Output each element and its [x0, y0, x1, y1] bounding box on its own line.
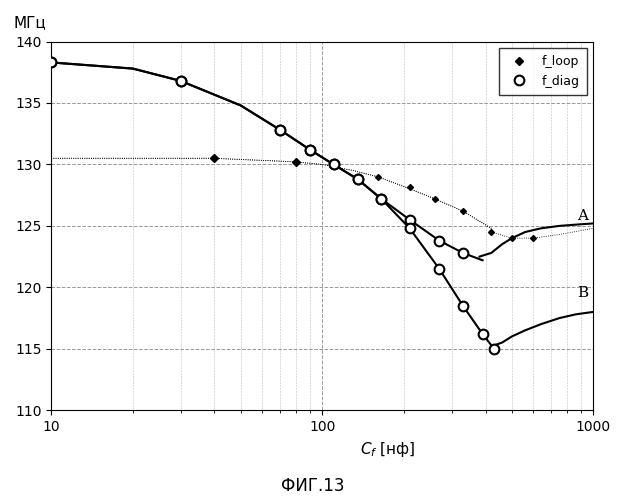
f_diag [459, 250, 466, 256]
Text: B: B [577, 286, 588, 300]
Line: f_diag: f_diag [46, 58, 468, 258]
Text: ФИГ.13: ФИГ.13 [281, 477, 345, 495]
f_diag [436, 238, 443, 244]
X-axis label: $C_f$ [нф]: $C_f$ [нф] [360, 440, 415, 458]
Text: МГц: МГц [13, 16, 46, 30]
f_diag [406, 216, 413, 222]
Legend: f_loop, f_diag: f_loop, f_diag [499, 48, 587, 95]
f_loop [211, 156, 218, 162]
f_diag [48, 60, 55, 66]
f_diag [377, 196, 385, 202]
f_diag [277, 127, 284, 133]
f_loop [292, 159, 300, 165]
Line: f_loop: f_loop [212, 156, 299, 165]
Text: A: A [577, 209, 588, 223]
f_diag [177, 78, 184, 84]
f_diag [330, 162, 337, 168]
f_diag [306, 146, 314, 152]
f_diag [354, 176, 361, 182]
